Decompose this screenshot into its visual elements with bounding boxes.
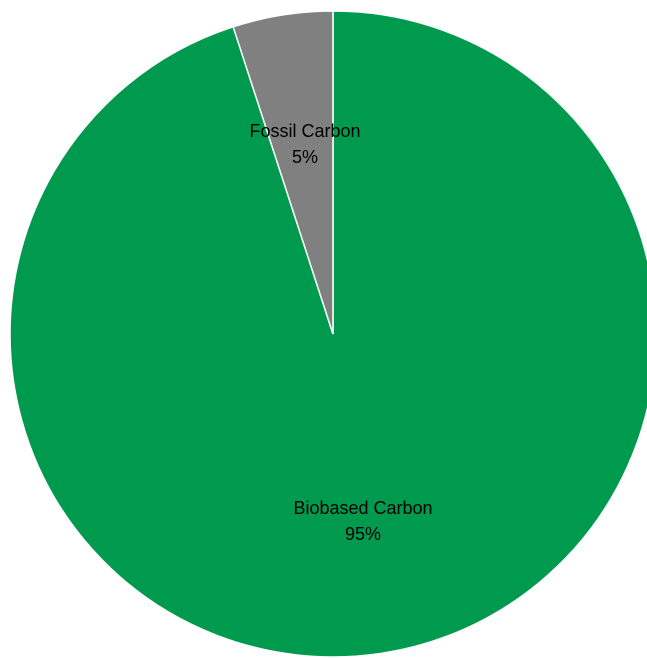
pie-slice-biobased-carbon [9,10,647,658]
pie-slice-fossil-carbon [232,10,334,335]
pie-labels: Biobased Carbon 95% Fossil Carbon 5% [249,121,432,544]
slice-label-fossil-carbon: Fossil Carbon [249,121,360,141]
slice-value-biobased-carbon: 95% [345,524,381,544]
slice-value-fossil-carbon: 5% [292,147,318,167]
slice-label-biobased-carbon: Biobased Carbon [293,498,432,518]
pie-slices [9,10,647,658]
